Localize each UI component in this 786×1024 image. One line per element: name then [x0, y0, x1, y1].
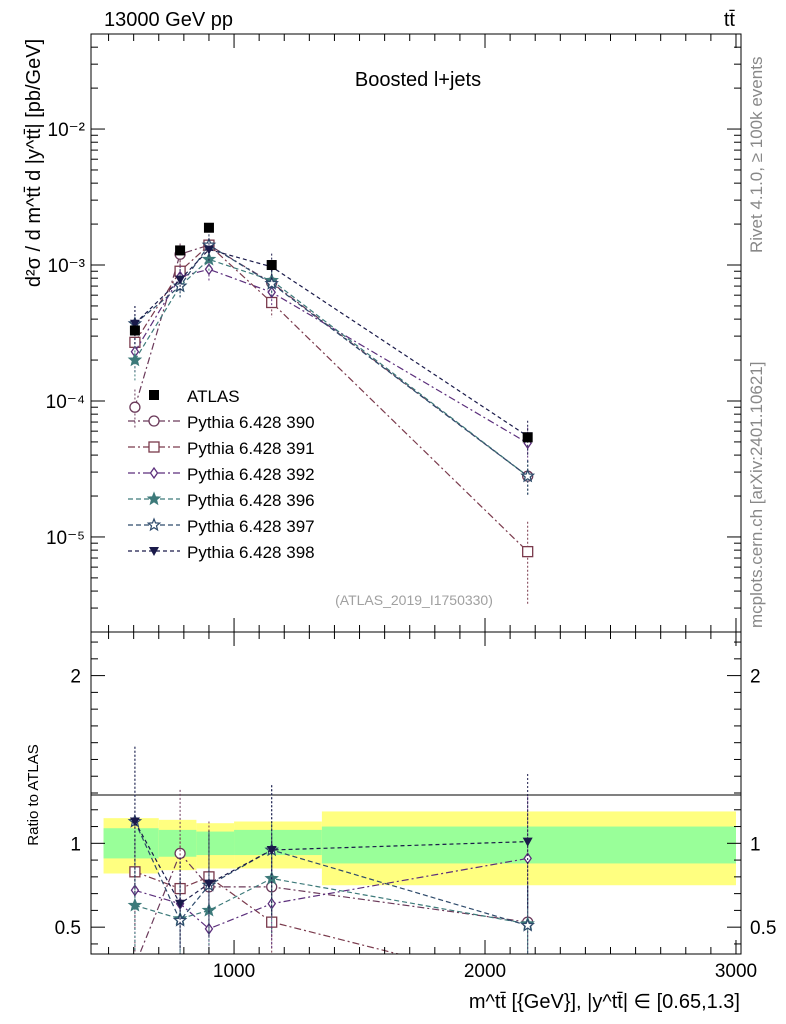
ratio-series-point	[522, 837, 533, 847]
main-y-tick-label: 10⁻⁴	[46, 392, 85, 413]
atlas-data-point	[266, 260, 277, 271]
ratio-series-point	[129, 817, 140, 827]
legend-series-marker	[146, 491, 162, 506]
ratio-band-green	[234, 829, 322, 856]
legend-series-marker	[149, 466, 159, 480]
main-series-point	[264, 275, 279, 290]
ratio-uncertainty-bands	[103, 811, 736, 886]
legend-atlas-label: ATLAS	[187, 387, 240, 406]
ratio-series-point	[175, 899, 186, 909]
legend-series-marker	[148, 441, 160, 453]
main-series-point	[175, 275, 186, 285]
mcplots-source-label: mcplots.cern.ch [arXiv:2401.10621]	[747, 362, 766, 628]
ratio-y-tick-label-left: 2	[70, 667, 81, 688]
ratio-y-tick-label-right: 1	[750, 834, 761, 855]
ratio-series-point	[520, 917, 535, 932]
ratio-plot-panel: 0.5 0.5 1 1 2 2 1000 2000 3000 Ratio to ATLAS m^…	[25, 631, 776, 1013]
main-y-tick-label: 10⁻²	[48, 120, 86, 141]
atlas-data-point	[129, 325, 140, 336]
main-series-point	[520, 468, 535, 483]
main-y-axis-label: d²σ / d m^tt̄ d |y^tt̄| [pb/GeV]	[23, 39, 45, 287]
x-tick-label: 2000	[464, 961, 506, 982]
atlas-data-point	[203, 222, 214, 233]
legend-series-label: Pythia 6.428 396	[187, 491, 315, 510]
atlas-data-point	[522, 432, 533, 443]
legend-series-label: Pythia 6.428 397	[187, 517, 315, 536]
main-series-line	[134, 258, 529, 477]
main-series-point	[129, 401, 141, 413]
ratio-series-point	[203, 879, 214, 889]
ratio-series-point	[127, 897, 143, 912]
ratio-y-tick-label-right: 2	[750, 667, 761, 688]
main-series-line	[134, 248, 529, 437]
main-y-tick-label: 10⁻⁵	[46, 528, 85, 549]
legend-series-label: Pythia 6.428 390	[187, 413, 315, 432]
analysis-watermark: (ATLAS_2019_I1750330)	[335, 592, 493, 608]
x-tick-label: 1000	[213, 961, 255, 982]
main-plot-panel: 10⁻⁵ 10⁻⁴ 10⁻³ 10⁻² Boosted l+jets (ATLAS_2…	[23, 33, 742, 633]
atlas-data-group	[129, 222, 533, 443]
main-y-tick-label: 10⁻³	[48, 256, 86, 277]
main-plot-title: Boosted l+jets	[355, 69, 481, 91]
legend-series-label: Pythia 6.428 391	[187, 439, 315, 458]
legend-series-marker	[148, 415, 160, 427]
ratio-band-green	[103, 828, 159, 859]
ratio-series-line	[134, 877, 528, 925]
ratio-y-tick-label-left: 1	[70, 834, 81, 855]
legend-series-marker	[149, 547, 159, 556]
x-tick-label: 3000	[715, 961, 757, 982]
ratio-y-axis-label: Ratio to ATLAS	[25, 744, 42, 845]
ratio-plot-frame	[90, 631, 742, 955]
x-axis-label: m^tt̄ [{GeV}], |y^tt̄| ∈ [0.65,1.3]	[469, 991, 740, 1013]
main-series-point	[522, 545, 534, 558]
header-process-label: 13000 GeV pp	[104, 9, 233, 31]
main-series-point	[266, 296, 278, 309]
legend-series-marker	[146, 517, 162, 532]
header-ttbar-label: tt̄	[724, 9, 736, 31]
ratio-series-point	[266, 846, 277, 856]
legend-atlas-marker	[149, 390, 159, 400]
main-series-point	[127, 352, 143, 367]
legend: ATLAS Pythia 6.428 390 Pythia 6.428 391 Pyt…	[128, 387, 315, 562]
rivet-version-label: Rivet 4.1.0, ≥ 100k events	[747, 57, 766, 253]
legend-series-label: Pythia 6.428 392	[187, 465, 315, 484]
ratio-series-clipped	[127, 746, 535, 954]
ratio-y-tick-label-right: 0.5	[750, 918, 776, 939]
ratio-axis-ticks: 0.5 0.5 1 1 2 2 1000 2000 3000	[55, 632, 776, 982]
atlas-data-point	[175, 245, 186, 256]
main-axis-ticks: 10⁻⁵ 10⁻⁴ 10⁻³ 10⁻²	[46, 33, 741, 633]
ratio-series-group	[127, 746, 535, 954]
ratio-y-tick-label-left: 0.5	[55, 918, 81, 939]
main-series-point	[203, 245, 214, 255]
legend-series-label: Pythia 6.428 398	[187, 543, 315, 562]
main-series-line	[134, 244, 529, 477]
ratio-band-green	[196, 831, 235, 856]
main-series-point	[129, 319, 140, 329]
